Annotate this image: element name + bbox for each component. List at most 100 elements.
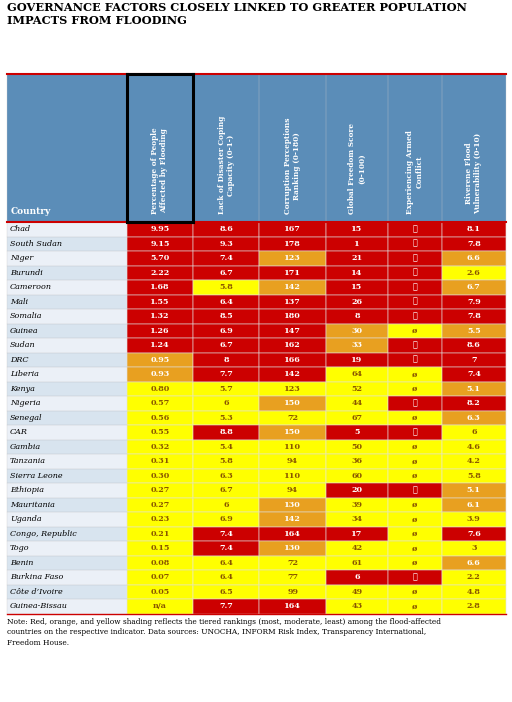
Text: 6.3: 6.3 xyxy=(467,413,481,422)
Text: Global Freedom Score
(0-100): Global Freedom Score (0-100) xyxy=(349,123,366,214)
Text: 123: 123 xyxy=(284,254,301,263)
Bar xyxy=(127,309,193,324)
Bar xyxy=(442,309,506,324)
Bar xyxy=(326,367,388,381)
Bar xyxy=(7,381,127,396)
Text: ø: ø xyxy=(412,385,418,392)
Bar xyxy=(127,338,193,352)
Text: 7.8: 7.8 xyxy=(467,240,481,248)
Text: 0.30: 0.30 xyxy=(151,472,169,479)
Text: 110: 110 xyxy=(284,472,301,479)
Bar xyxy=(388,570,442,585)
Bar xyxy=(193,396,260,411)
Bar xyxy=(127,411,193,425)
Text: ø: ø xyxy=(412,588,418,596)
Bar xyxy=(260,295,326,309)
Bar xyxy=(442,425,506,439)
Text: 8.6: 8.6 xyxy=(467,341,481,350)
Text: Country: Country xyxy=(11,207,51,216)
Text: 7.9: 7.9 xyxy=(467,298,481,306)
Text: 21: 21 xyxy=(351,254,362,263)
Text: ✓: ✓ xyxy=(413,269,417,277)
Text: 0.93: 0.93 xyxy=(151,370,169,378)
Bar xyxy=(326,483,388,498)
Text: 7.4: 7.4 xyxy=(467,370,481,378)
Bar xyxy=(7,570,127,585)
Bar xyxy=(260,396,326,411)
Text: 0.95: 0.95 xyxy=(151,356,169,364)
Text: 5.70: 5.70 xyxy=(151,254,169,263)
Bar xyxy=(193,498,260,512)
Text: 14: 14 xyxy=(351,269,362,277)
Text: 8.8: 8.8 xyxy=(220,428,233,436)
Text: 15: 15 xyxy=(351,283,362,291)
Text: 7.6: 7.6 xyxy=(467,530,481,538)
Text: 64: 64 xyxy=(351,370,362,378)
Bar xyxy=(7,541,127,555)
Bar xyxy=(442,599,506,614)
Bar xyxy=(326,251,388,265)
Bar xyxy=(326,570,388,585)
Bar xyxy=(7,396,127,411)
Text: 33: 33 xyxy=(352,341,362,350)
Text: 1.55: 1.55 xyxy=(150,298,169,306)
Bar xyxy=(193,570,260,585)
Text: 0.57: 0.57 xyxy=(151,399,169,407)
Bar xyxy=(442,483,506,498)
Text: 5.4: 5.4 xyxy=(219,443,233,451)
Bar xyxy=(260,541,326,555)
Text: Kenya: Kenya xyxy=(10,385,35,392)
Text: 178: 178 xyxy=(284,240,301,248)
Bar xyxy=(193,454,260,468)
Text: CAR: CAR xyxy=(10,428,28,436)
Text: 5.3: 5.3 xyxy=(220,413,233,422)
Text: 0.55: 0.55 xyxy=(151,428,169,436)
Bar xyxy=(7,468,127,483)
Bar xyxy=(7,309,127,324)
Text: 0.15: 0.15 xyxy=(150,544,169,552)
Bar xyxy=(442,585,506,599)
Bar xyxy=(260,222,326,237)
Text: Senegal: Senegal xyxy=(10,413,42,422)
Text: 0.27: 0.27 xyxy=(151,501,169,509)
Text: 49: 49 xyxy=(351,588,362,596)
Text: 2.22: 2.22 xyxy=(151,269,169,277)
Bar xyxy=(193,295,260,309)
Text: 1.24: 1.24 xyxy=(150,341,170,350)
Bar xyxy=(127,498,193,512)
Bar xyxy=(260,381,326,396)
Bar xyxy=(388,468,442,483)
Text: ✓: ✓ xyxy=(413,254,417,263)
Text: Corruption Perceptions
Ranking (0-180): Corruption Perceptions Ranking (0-180) xyxy=(284,117,301,214)
Bar xyxy=(442,570,506,585)
Text: 4.8: 4.8 xyxy=(467,588,481,596)
Bar xyxy=(127,541,193,555)
Bar xyxy=(7,483,127,498)
Text: 137: 137 xyxy=(284,298,301,306)
Bar xyxy=(260,367,326,381)
Bar xyxy=(260,251,326,265)
Text: 8.5: 8.5 xyxy=(220,312,233,320)
Text: 26: 26 xyxy=(352,298,362,306)
Text: 8: 8 xyxy=(354,312,360,320)
Text: 0.27: 0.27 xyxy=(151,486,169,494)
Text: 3: 3 xyxy=(471,544,477,552)
Text: 44: 44 xyxy=(351,399,362,407)
Bar xyxy=(260,425,326,439)
Text: ✓: ✓ xyxy=(413,312,417,320)
Text: 6.4: 6.4 xyxy=(219,559,233,567)
Bar xyxy=(326,381,388,396)
Text: 0.56: 0.56 xyxy=(151,413,169,422)
Text: 5: 5 xyxy=(354,428,360,436)
Text: Guinea-Bissau: Guinea-Bissau xyxy=(10,602,68,610)
Bar xyxy=(388,498,442,512)
Bar xyxy=(193,280,260,295)
Bar xyxy=(193,222,260,237)
Text: Nigeria: Nigeria xyxy=(10,399,40,407)
Bar xyxy=(442,396,506,411)
Text: ø: ø xyxy=(412,472,418,479)
Bar xyxy=(388,265,442,280)
Text: ø: ø xyxy=(412,530,418,538)
Bar xyxy=(326,425,388,439)
Text: 9.3: 9.3 xyxy=(220,240,233,248)
